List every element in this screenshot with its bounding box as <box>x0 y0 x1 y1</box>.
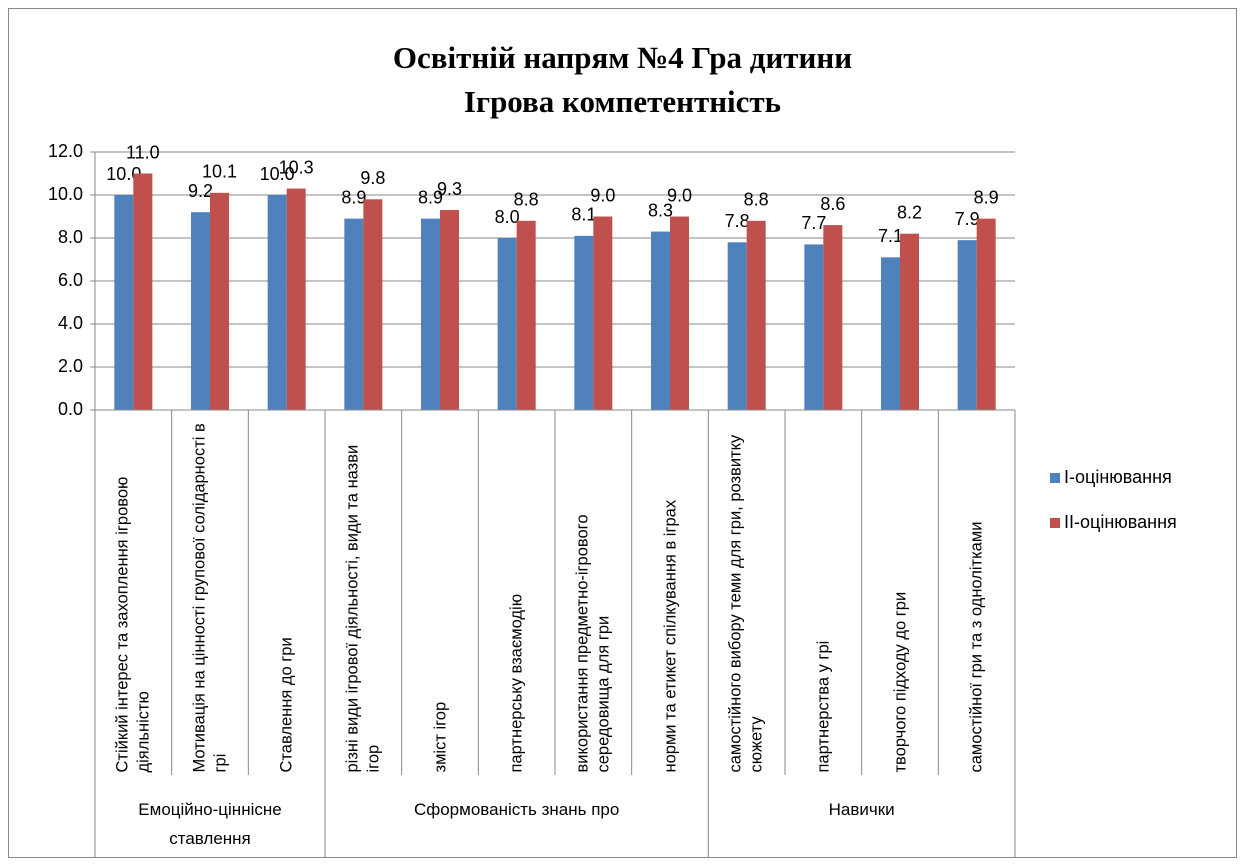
value-label: 9.0 <box>590 185 615 205</box>
bar <box>823 225 843 410</box>
bar <box>114 195 134 410</box>
value-label: 7.8 <box>725 211 750 231</box>
bar <box>286 188 306 410</box>
bar <box>900 233 919 410</box>
bar <box>421 218 440 410</box>
bar <box>976 218 996 410</box>
value-label: 8.9 <box>974 187 999 207</box>
value-label: 8.8 <box>514 190 539 210</box>
legend-swatch <box>1050 473 1060 483</box>
x-tick-label: різні види ігрової діяльності, види та н… <box>343 444 383 773</box>
group-label: Емоційно-ціннісне ставлення <box>138 800 282 848</box>
group-label: Навички <box>828 800 895 819</box>
value-label: 7.1 <box>878 226 903 246</box>
bar <box>363 199 383 410</box>
value-label: 8.3 <box>648 200 673 220</box>
y-tick-label: 6.0 <box>58 270 83 290</box>
y-tick-label: 2.0 <box>58 356 83 376</box>
bar <box>344 218 364 410</box>
bar <box>191 212 210 410</box>
value-label: 8.1 <box>571 205 596 225</box>
x-tick-label: партнерську взаємодію <box>507 593 526 773</box>
value-label: 7.9 <box>955 209 980 229</box>
value-label: 8.8 <box>744 190 769 210</box>
bar <box>516 220 536 410</box>
bar <box>133 173 153 410</box>
value-label: 8.2 <box>897 202 922 222</box>
x-tick-label: зміст ігор <box>430 701 449 773</box>
bar <box>210 192 229 410</box>
value-label: 9.3 <box>437 179 462 199</box>
bar <box>727 242 747 410</box>
value-label: 9.8 <box>360 168 385 188</box>
x-tick-label: норми та етикет спілкування в іграх <box>660 499 679 773</box>
value-label: 8.6 <box>820 194 845 214</box>
group-label: Сформованість знань про <box>413 800 620 819</box>
value-label: 8.0 <box>495 207 520 227</box>
chart-title: Освітній напрям №4 Гра дитини Ігрова ком… <box>392 40 853 119</box>
value-label: 11.0 <box>126 142 160 162</box>
y-tick-label: 12.0 <box>48 141 83 161</box>
value-label: 7.7 <box>801 213 826 233</box>
value-label: 10.0 <box>260 164 295 184</box>
bar <box>440 210 459 410</box>
x-tick-label: самостійного вибору теми для гри, розвит… <box>726 434 766 773</box>
value-label: 10.3 <box>279 157 314 177</box>
bar <box>957 240 977 410</box>
x-tick-label: партнерства у грі <box>813 640 832 773</box>
x-tick-label: Стійкий інтерес та захоплення ігровою ді… <box>113 476 153 773</box>
x-tick-label: самостійної гри та з однолітками <box>967 521 986 773</box>
value-label: 9.2 <box>188 181 213 201</box>
bar <box>651 231 670 410</box>
y-tick-label: 4.0 <box>58 313 83 333</box>
bar <box>593 216 613 410</box>
value-label: 10.0 <box>106 164 141 184</box>
value-label: 10.1 <box>202 162 237 182</box>
x-tick-label: використання предметно-ігрового середови… <box>573 514 613 773</box>
x-tick-label: творчого підходу до гри <box>890 591 909 773</box>
value-label: 8.9 <box>418 187 443 207</box>
bar <box>497 238 517 410</box>
bar <box>804 244 824 410</box>
bar <box>881 257 900 410</box>
bar <box>746 220 766 410</box>
x-tick-label: Мотивація на цінності групової солідарно… <box>190 423 229 773</box>
legend-label: I-оцінювання <box>1064 467 1172 487</box>
y-tick-label: 8.0 <box>58 227 83 247</box>
bar <box>670 216 689 410</box>
value-label: 8.9 <box>341 187 366 207</box>
bar <box>574 235 594 410</box>
y-tick-label: 0.0 <box>58 399 83 419</box>
legend-swatch <box>1050 518 1060 528</box>
value-label: 9.0 <box>667 185 692 205</box>
y-tick-label: 10.0 <box>48 184 83 204</box>
legend-label: II-оцінювання <box>1064 512 1177 532</box>
x-tick-label: Ставлення до гри <box>277 637 296 773</box>
chart-border <box>8 8 1237 858</box>
bar <box>267 195 287 410</box>
